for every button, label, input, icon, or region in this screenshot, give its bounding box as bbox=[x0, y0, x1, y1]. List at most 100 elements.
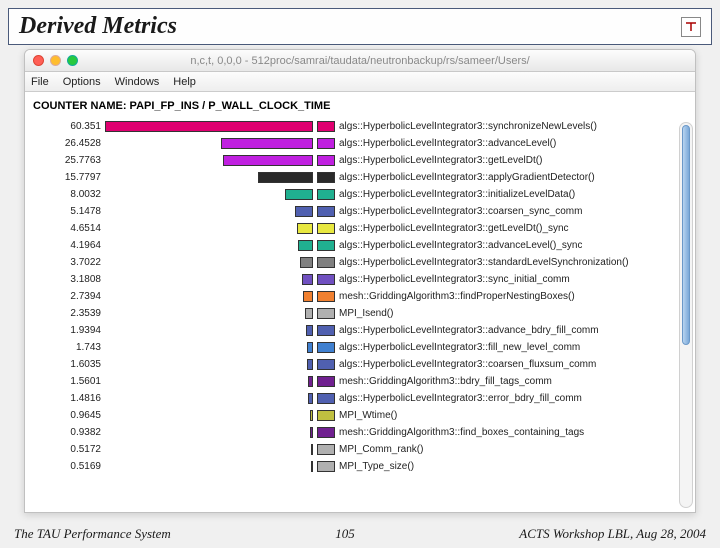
bar-label: algs::HyperbolicLevelIntegrator3::getLev… bbox=[339, 223, 569, 234]
bar-value: 15.7797 bbox=[27, 172, 105, 183]
bar bbox=[307, 342, 313, 353]
bar-row: 3.7022algs::HyperbolicLevelIntegrator3::… bbox=[27, 254, 677, 271]
menu-windows[interactable]: Windows bbox=[115, 76, 160, 88]
bar-label: algs::HyperbolicLevelIntegrator3::error_… bbox=[339, 393, 582, 404]
bar-label: algs::HyperbolicLevelIntegrator3::advanc… bbox=[339, 240, 582, 251]
bar-label-group: algs::HyperbolicLevelIntegrator3::coarse… bbox=[315, 206, 582, 217]
bar-label-group: mesh::GriddingAlgorithm3::findProperNest… bbox=[315, 291, 575, 302]
bar-value: 2.7394 bbox=[27, 291, 105, 302]
bar bbox=[221, 138, 313, 149]
bar-track bbox=[105, 274, 315, 285]
bar-track bbox=[105, 240, 315, 251]
bar-label: algs::HyperbolicLevelIntegrator3::coarse… bbox=[339, 206, 582, 217]
bar-label-group: algs::HyperbolicLevelIntegrator3::synchr… bbox=[315, 121, 597, 132]
bar-row: 4.1964 algs::HyperbolicLevelIntegrator3::… bbox=[27, 237, 677, 254]
bar-row: 15.7797 algs::HyperbolicLevelIntegrator3:… bbox=[27, 169, 677, 186]
bar-label: algs::HyperbolicLevelIntegrator3::standa… bbox=[339, 257, 629, 268]
bar bbox=[310, 427, 313, 438]
bar-track bbox=[105, 121, 315, 132]
color-swatch bbox=[317, 257, 335, 268]
bar-track bbox=[105, 172, 315, 183]
bar-label-group: algs::HyperbolicLevelIntegrator3::applyG… bbox=[315, 172, 595, 183]
bar-label-group: algs::HyperbolicLevelIntegrator3::fill_n… bbox=[315, 342, 580, 353]
color-swatch bbox=[317, 274, 335, 285]
bar-row: 26.4528algs::HyperbolicLevelIntegrator3:… bbox=[27, 135, 677, 152]
color-swatch bbox=[317, 121, 335, 132]
bar-track bbox=[105, 291, 315, 302]
bar-value: 4.6514 bbox=[27, 223, 105, 234]
bar-row: 0.5169MPI_Type_size() bbox=[27, 458, 677, 475]
bar-label: algs::HyperbolicLevelIntegrator3::applyG… bbox=[339, 172, 595, 183]
menu-help[interactable]: Help bbox=[173, 76, 196, 88]
vertical-scrollbar[interactable] bbox=[679, 122, 693, 508]
bar-label-group: MPI_Comm_rank() bbox=[315, 444, 423, 455]
color-swatch bbox=[317, 240, 335, 251]
bar-value: 2.3539 bbox=[27, 308, 105, 319]
bar-value: 8.0032 bbox=[27, 189, 105, 200]
bar-track bbox=[105, 257, 315, 268]
bar-value: 4.1964 bbox=[27, 240, 105, 251]
color-swatch bbox=[317, 138, 335, 149]
bar-label-group: algs::HyperbolicLevelIntegrator3::advanc… bbox=[315, 240, 582, 251]
bar-label-group: MPI_Wtime() bbox=[315, 410, 397, 421]
bar-label-group: MPI_Isend() bbox=[315, 308, 393, 319]
menu-file[interactable]: File bbox=[31, 76, 49, 88]
bar-value: 60.351 bbox=[27, 121, 105, 132]
bar-value: 1.743 bbox=[27, 342, 105, 353]
bar-value: 3.1808 bbox=[27, 274, 105, 285]
slide-title: Derived Metrics bbox=[19, 13, 177, 40]
zoom-icon[interactable] bbox=[67, 55, 78, 66]
color-swatch bbox=[317, 342, 335, 353]
bar bbox=[302, 274, 313, 285]
bar-label: algs::HyperbolicLevelIntegrator3::getLev… bbox=[339, 155, 542, 166]
bar-row: 5.1478algs::HyperbolicLevelIntegrator3::… bbox=[27, 203, 677, 220]
scrollbar-thumb[interactable] bbox=[682, 125, 690, 345]
bar bbox=[306, 325, 313, 336]
bar-track bbox=[105, 444, 315, 455]
bar bbox=[308, 393, 313, 404]
bar-row: 2.3539 MPI_Isend() bbox=[27, 305, 677, 322]
bar-label-group: algs::HyperbolicLevelIntegrator3::sync_i… bbox=[315, 274, 570, 285]
bar-track bbox=[105, 427, 315, 438]
bar-track bbox=[105, 223, 315, 234]
menu-options[interactable]: Options bbox=[63, 76, 101, 88]
bar-label: algs::HyperbolicLevelIntegrator3::advanc… bbox=[339, 325, 599, 336]
bar-row: 1.6035 algs::HyperbolicLevelIntegrator3::… bbox=[27, 356, 677, 373]
minimize-icon[interactable] bbox=[50, 55, 61, 66]
bar-label-group: algs::HyperbolicLevelIntegrator3::initia… bbox=[315, 189, 575, 200]
color-swatch bbox=[317, 393, 335, 404]
color-swatch bbox=[317, 325, 335, 336]
bar-track bbox=[105, 461, 315, 472]
bar bbox=[311, 444, 313, 455]
bar-value: 0.5172 bbox=[27, 444, 105, 455]
window-controls bbox=[33, 55, 78, 66]
bar-label: MPI_Wtime() bbox=[339, 410, 397, 421]
bar bbox=[258, 172, 313, 183]
bar-value: 1.6035 bbox=[27, 359, 105, 370]
bar-track bbox=[105, 155, 315, 166]
bar-label-group: MPI_Type_size() bbox=[315, 461, 414, 472]
bar-label: algs::HyperbolicLevelIntegrator3::coarse… bbox=[339, 359, 596, 370]
bar bbox=[303, 291, 313, 302]
bar-value: 1.5601 bbox=[27, 376, 105, 387]
bar-value: 25.7763 bbox=[27, 155, 105, 166]
bar bbox=[298, 240, 313, 251]
close-icon[interactable] bbox=[33, 55, 44, 66]
bar-track bbox=[105, 376, 315, 387]
color-swatch bbox=[317, 444, 335, 455]
bar bbox=[285, 189, 313, 200]
menubar: File Options Windows Help bbox=[25, 72, 695, 92]
bar-label: MPI_Type_size() bbox=[339, 461, 414, 472]
color-swatch bbox=[317, 308, 335, 319]
bar-label: algs::HyperbolicLevelIntegrator3::initia… bbox=[339, 189, 575, 200]
bar-row: 0.5172 MPI_Comm_rank() bbox=[27, 441, 677, 458]
bar-label-group: algs::HyperbolicLevelIntegrator3::coarse… bbox=[315, 359, 596, 370]
bar-row: 3.1808 algs::HyperbolicLevelIntegrator3::… bbox=[27, 271, 677, 288]
bar-row: 0.9645MPI_Wtime() bbox=[27, 407, 677, 424]
chart-area: COUNTER NAME: PAPI_FP_INS / P_WALL_CLOCK… bbox=[25, 92, 695, 512]
bar-track bbox=[105, 342, 315, 353]
bar-value: 0.9382 bbox=[27, 427, 105, 438]
titlebar[interactable]: n,c,t, 0,0,0 - 512proc/samrai/taudata/ne… bbox=[25, 50, 695, 72]
bar-row: 1.5601mesh::GriddingAlgorithm3::bdry_fil… bbox=[27, 373, 677, 390]
bar-label-group: algs::HyperbolicLevelIntegrator3::advanc… bbox=[315, 325, 599, 336]
